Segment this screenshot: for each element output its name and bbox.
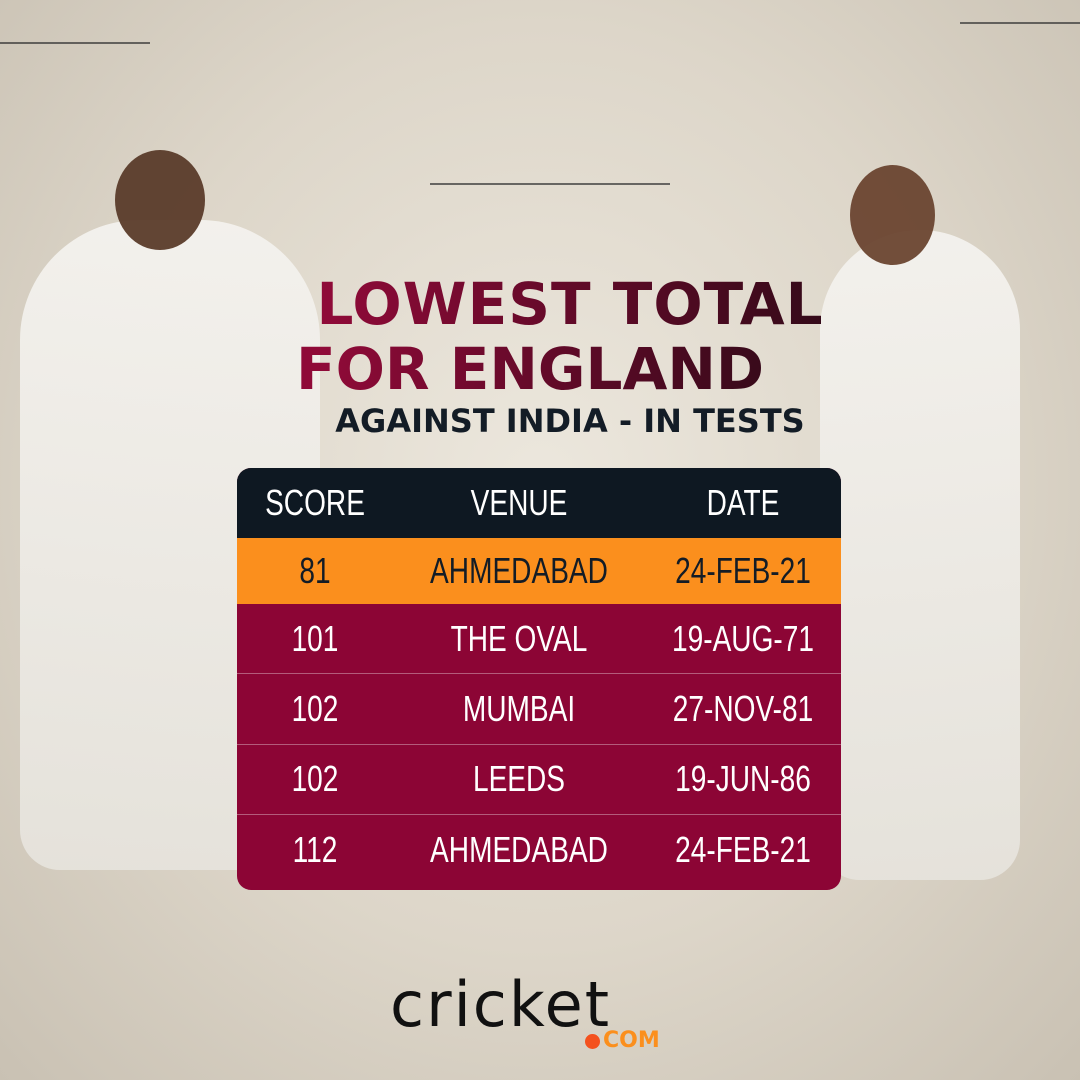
table-row: 101 THE OVAL 19-AUG-71 (237, 604, 841, 675)
title-line-1: LOWEST TOTAL (0, 270, 1080, 338)
player-left-head (115, 150, 205, 250)
venue-cell: MUMBAI (462, 688, 576, 730)
title-line-2: FOR ENGLAND (0, 335, 1080, 403)
player-right-image (820, 230, 1020, 880)
date-cell: 24-FEB-21 (675, 829, 811, 871)
date-cell: 19-AUG-71 (671, 617, 815, 659)
venue-cell: AHMEDABAD (430, 829, 608, 871)
date-cell: 27-NOV-81 (672, 688, 814, 730)
logo-text: cricket (390, 968, 612, 1041)
venue-cell: LEEDS (472, 758, 566, 800)
cricket-com-logo: cricket COM (390, 968, 670, 1053)
table-row: 112 AHMEDABAD 24-FEB-21 (237, 815, 841, 885)
circuit-decoration (0, 42, 150, 44)
circuit-decoration (430, 183, 670, 185)
player-right-head (850, 165, 935, 265)
table-row: 81 AHMEDABAD 24-FEB-21 (237, 538, 841, 604)
score-cell: 101 (291, 617, 339, 659)
score-cell: 81 (299, 550, 331, 591)
logo-dot-icon (585, 1034, 600, 1049)
venue-cell: AHMEDABAD (430, 550, 608, 591)
table-row: 102 LEEDS 19-JUN-86 (237, 745, 841, 816)
date-cell: 19-JUN-86 (675, 758, 811, 800)
circuit-decoration (960, 22, 1080, 24)
table-row: 102 MUMBAI 27-NOV-81 (237, 674, 841, 745)
score-cell: 102 (291, 758, 339, 800)
header-venue: VENUE (470, 482, 568, 523)
score-cell: 102 (291, 688, 339, 730)
subtitle: AGAINST INDIA - IN TESTS (335, 402, 805, 440)
table-header: SCORE VENUE DATE (237, 468, 841, 538)
score-cell: 112 (292, 829, 338, 871)
logo-suffix: COM (603, 1028, 660, 1053)
header-score: SCORE (265, 482, 365, 523)
venue-cell: THE OVAL (450, 617, 588, 659)
date-cell: 24-FEB-21 (675, 550, 811, 591)
scores-table: SCORE VENUE DATE 81 AHMEDABAD 24-FEB-21 … (237, 468, 841, 890)
header-date: DATE (706, 482, 780, 523)
